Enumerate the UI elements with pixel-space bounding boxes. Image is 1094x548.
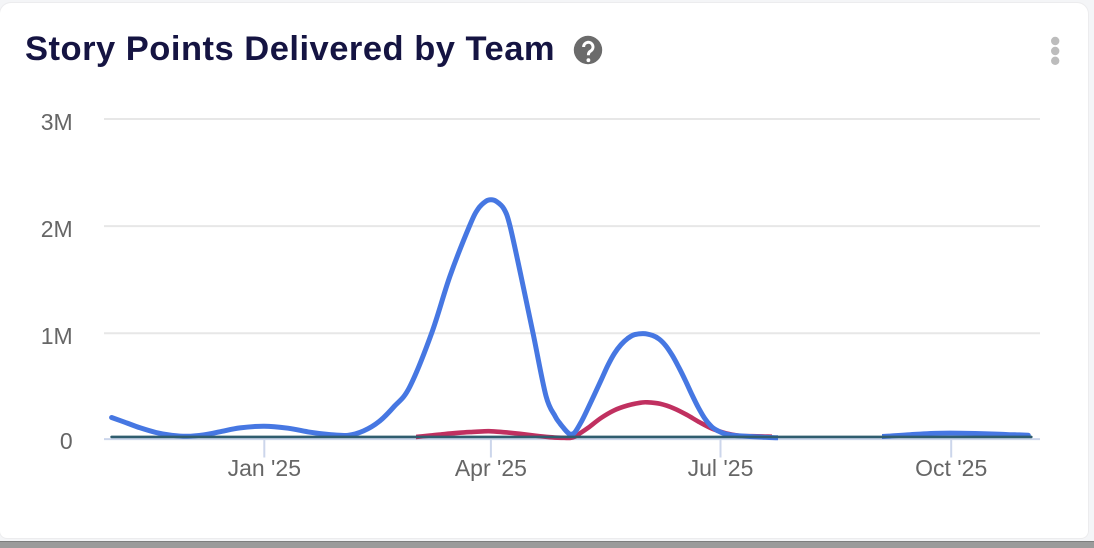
svg-text:3M: 3M (41, 109, 73, 135)
svg-text:Oct '25: Oct '25 (915, 455, 987, 481)
svg-text:0: 0 (60, 428, 73, 454)
svg-text:2M: 2M (41, 216, 73, 242)
svg-text:Jul '25: Jul '25 (688, 455, 754, 481)
svg-text:1M: 1M (41, 323, 73, 349)
svg-text:Apr '25: Apr '25 (455, 455, 527, 481)
svg-text:Jan '25: Jan '25 (228, 455, 301, 481)
